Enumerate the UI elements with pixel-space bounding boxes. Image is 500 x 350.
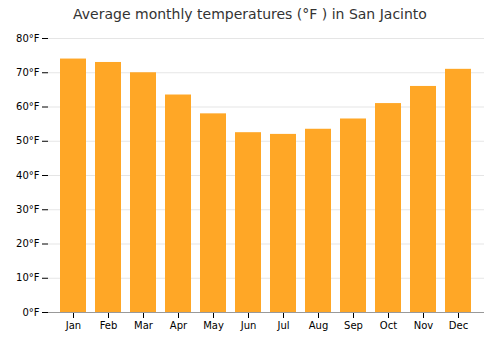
svg-text:30°F: 30°F — [16, 204, 40, 215]
svg-text:Nov: Nov — [414, 320, 434, 331]
svg-text:Dec: Dec — [449, 320, 468, 331]
svg-text:Jul: Jul — [276, 320, 289, 331]
svg-text:Apr: Apr — [170, 320, 188, 331]
svg-text:40°F: 40°F — [16, 170, 40, 181]
svg-text:80°F: 80°F — [16, 33, 40, 44]
svg-text:Jun: Jun — [240, 320, 257, 331]
svg-text:Mar: Mar — [134, 320, 154, 331]
svg-text:Aug: Aug — [309, 320, 329, 331]
html-text:Average monthly temperatures (: Average monthly temperatures (°F ) in Sa… — [73, 6, 427, 22]
svg-text:10°F: 10°F — [16, 272, 40, 283]
svg-text:Sep: Sep — [344, 320, 363, 331]
svg-text:Feb: Feb — [100, 320, 118, 331]
svg-text:50°F: 50°F — [16, 135, 40, 146]
svg-text:20°F: 20°F — [16, 238, 40, 249]
svg-text:60°F: 60°F — [16, 101, 40, 112]
svg-text:Jan: Jan — [65, 320, 81, 331]
svg-text:70°F: 70°F — [16, 67, 40, 78]
svg-text:0°F: 0°F — [22, 307, 39, 318]
svg-text:May: May — [203, 320, 224, 331]
svg-text:Oct: Oct — [380, 320, 397, 331]
